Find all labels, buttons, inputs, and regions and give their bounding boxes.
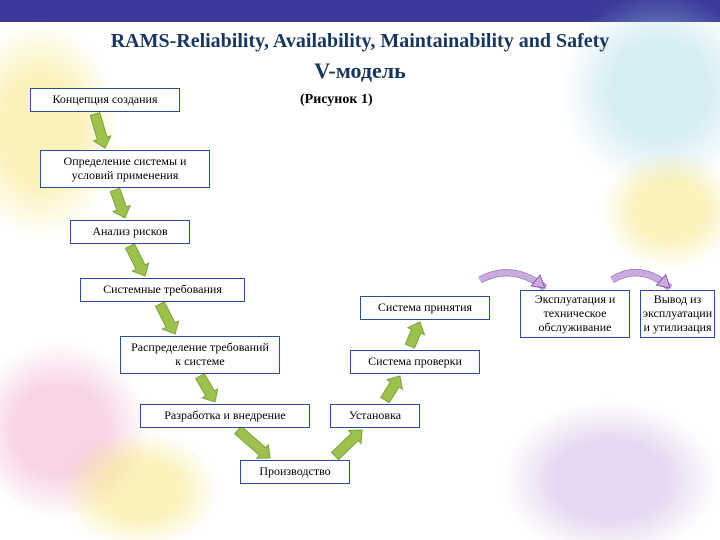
node-n8: Установка xyxy=(330,404,420,428)
node-n10: Система принятия xyxy=(360,296,490,320)
curve-arrow xyxy=(480,273,545,288)
flow-arrow xyxy=(126,244,149,276)
flow-arrow xyxy=(110,188,130,218)
curve-arrow xyxy=(612,273,670,288)
node-n7: Производство xyxy=(240,460,350,484)
flow-arrow xyxy=(196,374,218,402)
node-n11: Эксплуатация и техническое обслуживание xyxy=(520,290,630,338)
curve-arrow-head xyxy=(531,275,545,288)
node-n9: Система проверки xyxy=(350,350,480,374)
bg-blob xyxy=(0,20,120,240)
flow-arrow xyxy=(405,322,424,348)
flow-arrow xyxy=(381,376,403,403)
curve-arrow xyxy=(480,273,545,288)
diagram-title: RAMS-Reliability, Availability, Maintain… xyxy=(0,30,720,53)
flow-arrow xyxy=(235,426,270,458)
diagram-caption: (Рисунок 1) xyxy=(300,92,373,108)
node-n6: Разработка и внедрение xyxy=(140,404,310,428)
bg-blob xyxy=(600,150,720,270)
bg-blob xyxy=(500,400,720,540)
node-n4: Системные требования xyxy=(80,278,245,302)
bg-blob xyxy=(60,430,220,540)
node-n3: Анализ рисков xyxy=(70,220,190,244)
curve-arrow-head xyxy=(656,275,670,288)
node-n12: Вывод из эксплуатации и утилизация xyxy=(640,290,715,338)
node-n2: Определение системы и условий применения xyxy=(40,150,210,188)
flow-arrow xyxy=(156,302,179,334)
curve-arrow xyxy=(612,273,670,288)
node-n1: Концепция создания xyxy=(30,88,180,112)
node-n5: Распределение требований к системе xyxy=(120,336,280,374)
diagram-subtitle: V-модель xyxy=(0,58,720,84)
flow-arrow xyxy=(332,430,362,460)
